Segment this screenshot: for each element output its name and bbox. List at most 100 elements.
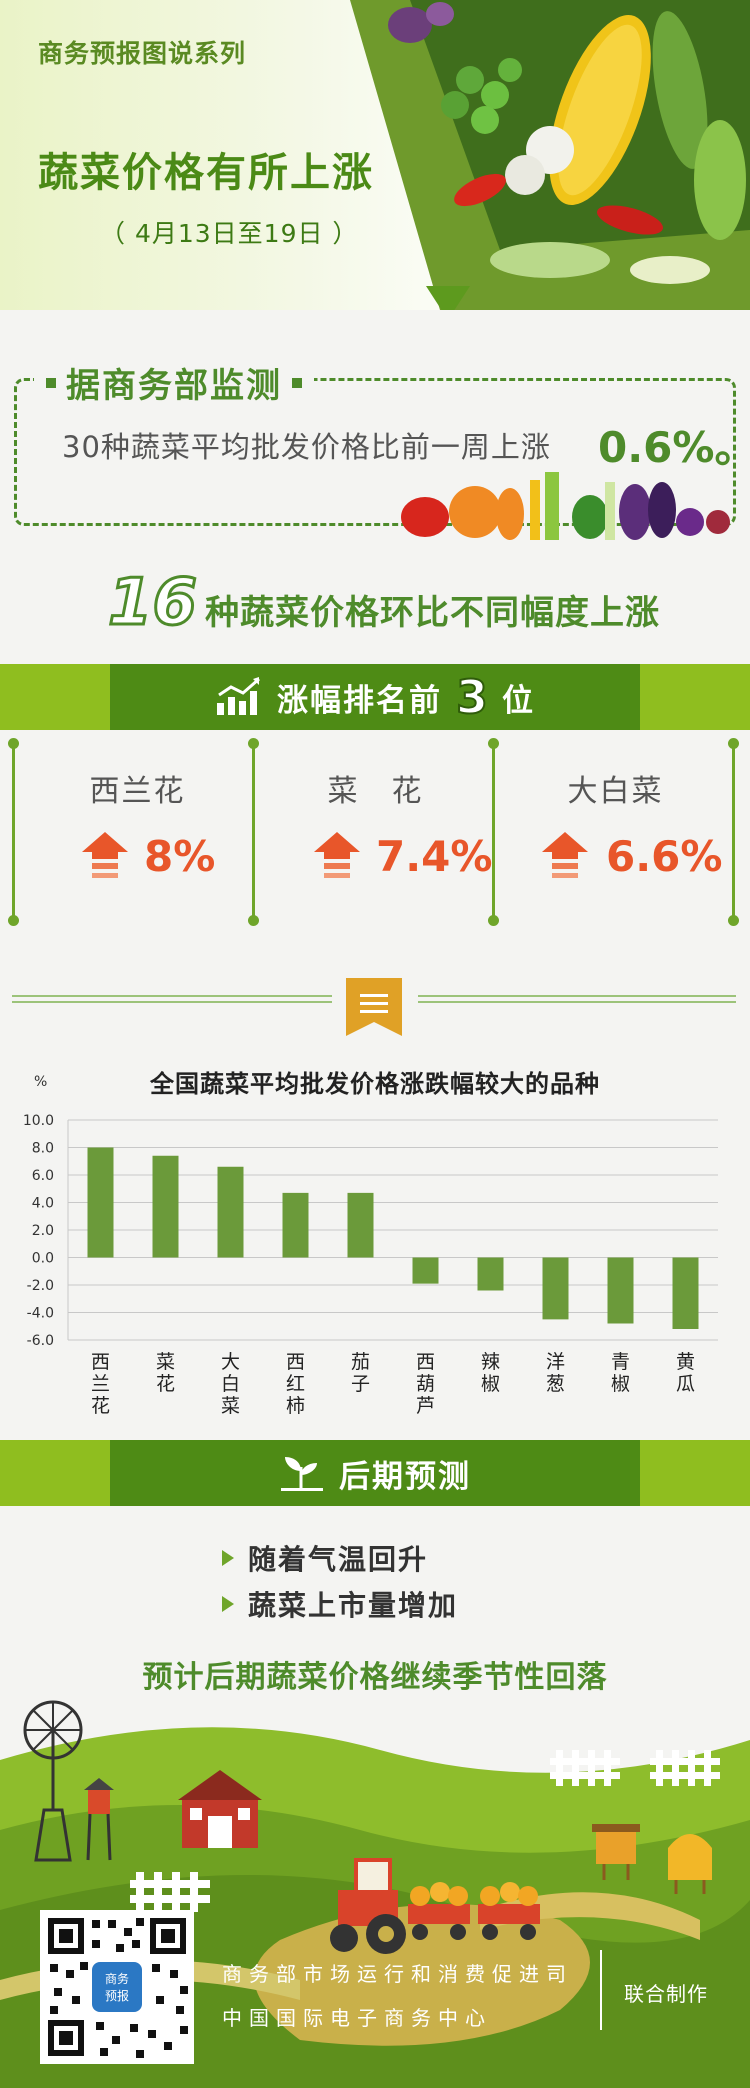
up-arrow-icon [542, 832, 588, 878]
divider-bar [728, 738, 739, 926]
x-tick-label: 洋葱 [546, 1351, 565, 1395]
x-tick-label: 西红柿 [286, 1351, 305, 1417]
water-tower-icon [84, 1778, 114, 1861]
rank-name: 菜 花 [327, 774, 424, 809]
monitor-text: 30种蔬菜平均批发价格比前一周上涨 [62, 430, 551, 464]
tractor-icon [330, 1858, 406, 1954]
top3-number: 3 [455, 669, 489, 725]
divider-bar [8, 738, 19, 926]
chevron-down-icon [426, 286, 470, 310]
bullet-square-icon [292, 377, 302, 388]
rank-pct: 6.6% [606, 832, 723, 881]
up-arrow-icon [314, 832, 360, 878]
play-arrow-icon [222, 1596, 234, 1612]
y-tick-label: 8.0 [32, 1141, 54, 1157]
vegetables-illustration [350, 0, 750, 310]
windmill-icon [23, 1700, 83, 1862]
x-tick-label: 西葫芦 [416, 1351, 435, 1417]
qr-badge-line: 预报 [105, 1988, 129, 2003]
top3-banner: 涨幅排名前 3 位 [0, 664, 750, 730]
top3-suffix: 位 [502, 682, 535, 719]
divider-line [12, 995, 332, 1003]
bar [607, 1257, 634, 1324]
barn-icon [178, 1770, 262, 1848]
header-banner: 商务预报图说系列 蔬菜价格有所上涨 （ 4月13日至19日 ） [0, 0, 750, 310]
rank-name: 西兰花 [89, 774, 186, 809]
monitor-heading: 据商务部监测 [34, 358, 314, 407]
y-tick-label: 4.0 [32, 1196, 54, 1212]
footer-separator [600, 1950, 602, 2030]
forecast-item-text: 蔬菜上市量增加 [248, 1589, 459, 1622]
chart-title: 全国蔬菜平均批发价格涨跌幅较大的品种 [150, 1070, 600, 1098]
qr-code-icon[interactable]: 商务 预报 [40, 1910, 194, 2064]
forecast-conclusion: 预计后期蔬菜价格继续季节性回落 [142, 1660, 608, 1695]
divider-line [418, 995, 736, 1003]
chart-y-unit: % [34, 1074, 48, 1090]
summary-line: 16 种蔬菜价格环比不同幅度上涨 [106, 565, 661, 642]
vegetable-row-icon [401, 472, 730, 540]
summary-text: 种蔬菜价格环比不同幅度上涨 [205, 593, 661, 633]
y-tick-label: 2.0 [32, 1223, 54, 1239]
monitor-value: 0.6%。 [598, 423, 750, 472]
bar [672, 1257, 699, 1329]
forecast-banner: 后期预测 [0, 1440, 750, 1506]
bookmark-icon [346, 978, 402, 1036]
play-arrow-icon [222, 1550, 234, 1566]
x-tick-label: 大白菜 [221, 1351, 240, 1417]
bar [477, 1257, 504, 1291]
bar [282, 1192, 309, 1258]
forecast-item: 蔬菜上市量增加 [222, 1584, 458, 1624]
bar [152, 1155, 179, 1258]
rank-name: 大白菜 [567, 774, 664, 809]
series-label: 商务预报图说系列 [38, 39, 247, 68]
divider-bar [488, 738, 499, 926]
rank-card: 菜 花 7.4% [258, 734, 493, 932]
forecast-banner-inner: 后期预测 [110, 1440, 640, 1506]
monitor-title: 据商务部监测 [66, 366, 282, 406]
y-tick-label: 10.0 [23, 1113, 54, 1129]
harvest-cart-icon [408, 1882, 540, 1940]
rising-chart-icon [216, 677, 260, 715]
y-tick-label: -2.0 [27, 1278, 54, 1294]
summary-count: 16 [106, 565, 198, 642]
fence-icon [550, 1750, 720, 1786]
rank-card: 西兰花 8% [20, 734, 255, 932]
date-range: （ 4月13日至19日 ） [100, 219, 359, 248]
y-tick-label: -4.0 [27, 1306, 54, 1322]
fence-icon [130, 1872, 210, 1912]
top3-prefix: 涨幅排名前 [276, 682, 442, 719]
bar [347, 1192, 374, 1258]
sprout-icon [281, 1457, 323, 1491]
bullet-square-icon [46, 377, 56, 388]
page-title: 蔬菜价格有所上涨 [38, 150, 374, 196]
top3-banner-inner: 涨幅排名前 3 位 [110, 664, 640, 730]
forecast-title: 后期预测 [339, 1458, 471, 1495]
bar [542, 1257, 569, 1320]
bar-chart: 10.0 8.0 6.0 4.0 2.0 0.0 -2.0 -4.0 -6.0 西兰花 菜花 大白菜 西… [23, 1113, 718, 1417]
forecast-item-text: 随着气温回升 [248, 1543, 429, 1576]
y-tick-label: -6.0 [27, 1333, 54, 1349]
up-arrow-icon [82, 832, 128, 878]
footer-org-2: 中国国际电子商务中心 [222, 2006, 492, 2030]
y-tick-label: 6.0 [32, 1168, 54, 1184]
footer-org-1: 商务部市场运行和消费促进司 [222, 1962, 573, 1986]
rank-pct: 7.4% [376, 832, 493, 881]
x-tick-label: 辣椒 [481, 1351, 500, 1395]
bar [87, 1147, 114, 1258]
qr-badge-line: 商务 [105, 1971, 129, 1986]
x-tick-label: 菜花 [156, 1351, 175, 1395]
forecast-item: 随着气温回升 [222, 1538, 428, 1578]
x-tick-label: 茄子 [351, 1351, 370, 1395]
x-tick-label: 黄瓜 [676, 1351, 695, 1395]
y-tick-label: 0.0 [32, 1251, 54, 1267]
footer-joint: 联合制作 [624, 1982, 708, 2006]
rank-pct: 8% [144, 832, 216, 881]
x-tick-label: 西兰花 [91, 1351, 110, 1417]
rank-card: 大白菜 6.6% [498, 734, 733, 932]
top3-section: 西兰花 8% 菜 花 7.4% 大白菜 6.6% [0, 734, 750, 932]
monitor-box [14, 378, 736, 526]
bar [412, 1257, 439, 1284]
x-tick-label: 青椒 [611, 1351, 630, 1395]
bar [217, 1166, 244, 1258]
divider-bar [248, 738, 259, 926]
